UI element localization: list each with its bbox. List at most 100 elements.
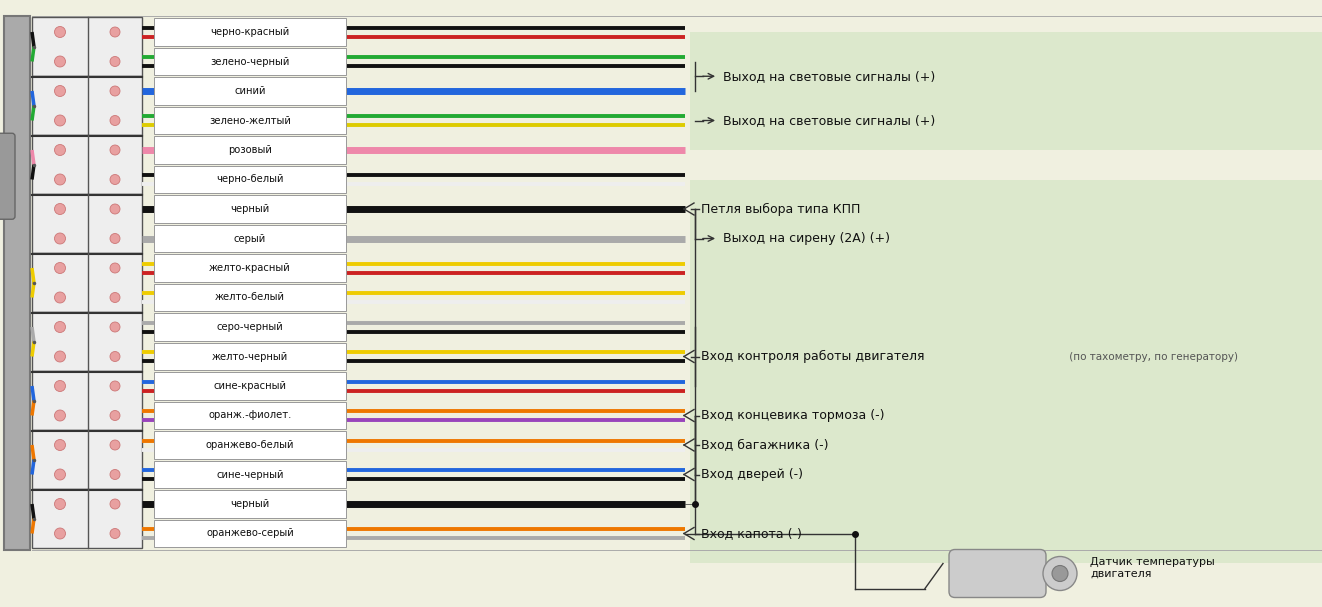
FancyBboxPatch shape — [153, 166, 346, 193]
FancyBboxPatch shape — [153, 284, 346, 311]
FancyBboxPatch shape — [153, 461, 346, 488]
Text: Вход багажника (-): Вход багажника (-) — [701, 438, 829, 452]
Text: Выход на световые сигналы (+): Выход на световые сигналы (+) — [723, 114, 935, 127]
Text: желто-красный: желто-красный — [209, 263, 291, 273]
Circle shape — [110, 381, 120, 391]
Text: Выход на сирену (2А) (+): Выход на сирену (2А) (+) — [723, 232, 890, 245]
Circle shape — [54, 86, 66, 97]
Circle shape — [54, 233, 66, 244]
FancyBboxPatch shape — [153, 520, 346, 547]
Circle shape — [110, 351, 120, 362]
FancyBboxPatch shape — [153, 107, 346, 134]
Circle shape — [54, 351, 66, 362]
Bar — [32, 312, 141, 371]
Text: серо-черный: серо-черный — [217, 322, 283, 332]
FancyBboxPatch shape — [153, 343, 346, 370]
Bar — [690, 297, 1322, 504]
Circle shape — [54, 322, 66, 333]
FancyBboxPatch shape — [153, 48, 346, 75]
Text: черно-красный: черно-красный — [210, 27, 290, 37]
Circle shape — [110, 263, 120, 273]
Circle shape — [54, 144, 66, 155]
FancyBboxPatch shape — [153, 372, 346, 399]
FancyBboxPatch shape — [153, 137, 346, 164]
FancyBboxPatch shape — [153, 77, 346, 104]
Bar — [32, 430, 141, 489]
FancyBboxPatch shape — [153, 402, 346, 429]
Circle shape — [1052, 566, 1068, 582]
Text: желто-черный: желто-черный — [212, 351, 288, 362]
FancyBboxPatch shape — [153, 18, 346, 46]
Circle shape — [54, 27, 66, 38]
Text: Петля выбора типа КПП: Петля выбора типа КПП — [701, 203, 861, 215]
Circle shape — [54, 528, 66, 539]
Text: желто-белый: желто-белый — [215, 293, 286, 302]
Circle shape — [110, 322, 120, 332]
Circle shape — [110, 293, 120, 302]
Text: сине-черный: сине-черный — [217, 469, 284, 480]
Text: Датчик температуры
двигателя: Датчик температуры двигателя — [1091, 557, 1215, 578]
Text: Вход дверей (-): Вход дверей (-) — [701, 468, 802, 481]
Bar — [32, 489, 141, 548]
Circle shape — [54, 439, 66, 450]
Circle shape — [54, 469, 66, 480]
Circle shape — [54, 262, 66, 274]
Text: Вход концевика тормоза (-): Вход концевика тормоза (-) — [701, 409, 884, 422]
Bar — [690, 91, 1322, 150]
Bar — [32, 194, 141, 253]
Circle shape — [54, 381, 66, 392]
Bar — [32, 253, 141, 312]
Circle shape — [110, 86, 120, 96]
Circle shape — [110, 115, 120, 126]
Text: зелено-желтый: зелено-желтый — [209, 115, 291, 126]
Text: черный: черный — [230, 204, 270, 214]
Text: Вход капота (-): Вход капота (-) — [701, 527, 802, 540]
Circle shape — [110, 174, 120, 185]
FancyBboxPatch shape — [153, 225, 346, 252]
Circle shape — [110, 56, 120, 67]
Text: зелено-черный: зелено-черный — [210, 56, 290, 67]
Circle shape — [110, 469, 120, 480]
FancyBboxPatch shape — [153, 432, 346, 459]
Text: оранж.-фиолет.: оранж.-фиолет. — [209, 410, 292, 421]
Circle shape — [54, 498, 66, 509]
Text: оранжево-белый: оранжево-белый — [206, 440, 295, 450]
Circle shape — [110, 440, 120, 450]
Text: черно-белый: черно-белый — [217, 174, 284, 185]
Text: синий: синий — [234, 86, 266, 96]
Bar — [690, 32, 1322, 121]
FancyBboxPatch shape — [153, 254, 346, 282]
Circle shape — [110, 145, 120, 155]
Bar — [32, 371, 141, 430]
Circle shape — [110, 410, 120, 421]
Circle shape — [110, 529, 120, 538]
Bar — [690, 475, 1322, 563]
Circle shape — [110, 234, 120, 243]
Bar — [4, 16, 30, 550]
FancyBboxPatch shape — [153, 313, 346, 341]
FancyBboxPatch shape — [949, 549, 1046, 597]
FancyBboxPatch shape — [0, 134, 15, 219]
FancyBboxPatch shape — [153, 490, 346, 518]
Text: черный: черный — [230, 499, 270, 509]
Text: (по тахометру, по генератору): (по тахометру, по генератору) — [1066, 351, 1237, 362]
FancyBboxPatch shape — [153, 195, 346, 223]
Circle shape — [54, 115, 66, 126]
Text: сине-красный: сине-красный — [213, 381, 287, 391]
Text: Вход контроля работы двигателя: Вход контроля работы двигателя — [701, 350, 924, 363]
Text: Выход на световые сигналы (+): Выход на световые сигналы (+) — [723, 70, 935, 83]
Bar — [32, 135, 141, 194]
Text: серый: серый — [234, 234, 266, 243]
Circle shape — [110, 204, 120, 214]
Text: розовый: розовый — [229, 145, 272, 155]
Text: оранжево-серый: оранжево-серый — [206, 529, 293, 538]
Circle shape — [54, 410, 66, 421]
Bar — [32, 17, 141, 76]
Bar — [690, 180, 1322, 297]
Circle shape — [54, 174, 66, 185]
Circle shape — [54, 56, 66, 67]
Circle shape — [54, 203, 66, 214]
Circle shape — [1043, 557, 1077, 591]
Bar — [32, 76, 141, 135]
Circle shape — [110, 499, 120, 509]
